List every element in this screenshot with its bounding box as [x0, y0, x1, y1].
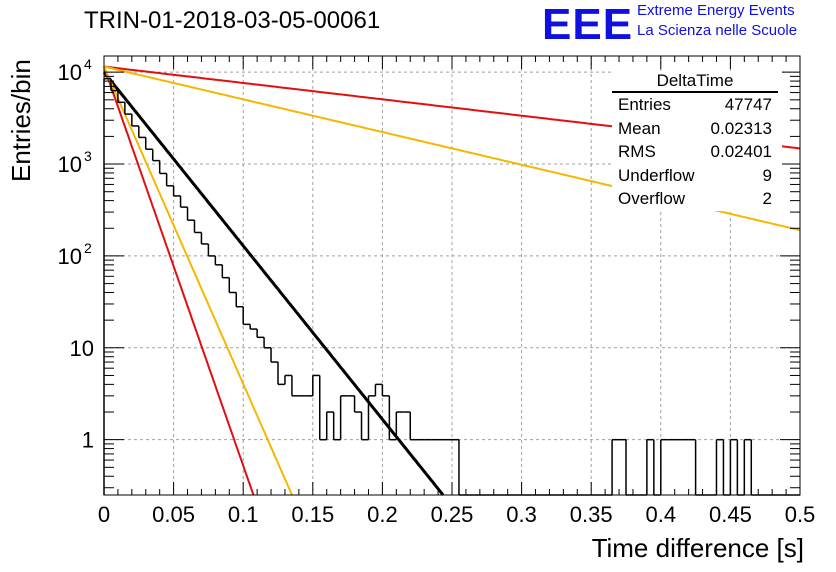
stats-label: Overflow: [618, 189, 686, 208]
chart-title: TRIN-01-2018-03-05-00061: [84, 7, 381, 34]
x-tick-label: 0.25: [431, 502, 474, 527]
x-tick-label: 0.4: [646, 502, 677, 527]
stats-value: 9: [762, 165, 772, 185]
y-tick-exponent: 3: [84, 148, 92, 164]
y-tick-label: 10: [58, 60, 82, 85]
x-tick-label: 0.35: [570, 502, 613, 527]
x-tick-label: 0: [98, 502, 110, 527]
red-exp-line: [103, 66, 255, 496]
stats-value: 2: [762, 189, 772, 208]
x-tick-label: 0.3: [506, 502, 537, 527]
stats-label: Underflow: [618, 165, 695, 185]
y-tick-label: 10: [70, 336, 94, 361]
y-tick-label: 1: [82, 428, 94, 453]
stats-label: Mean: [618, 118, 661, 138]
stats-value: 0.02401: [710, 142, 772, 161]
axes: 0 0.05 0.1 0.15 0.2 0.25 0.3 0.35 0.4 0.45 0.5 1 10 1…: [58, 56, 816, 527]
stats-name: DeltaTime: [612, 71, 778, 93]
stats-value: 0.02313: [710, 118, 772, 138]
x-tick-label: 0.5: [785, 502, 816, 527]
eee-logo: EEE: [542, 0, 634, 49]
y-axis-label: Entries/bin: [6, 59, 36, 182]
logo-line-2: La Scienza nelle Scuole: [637, 22, 798, 39]
x-tick-label: 0.15: [291, 502, 334, 527]
stats-row: Entries 47747: [612, 93, 782, 117]
y-tick-label: 10: [58, 244, 82, 269]
stats-row: RMS 0.02401: [612, 140, 782, 164]
stats-box: DeltaTime Entries 47747 Mean 0.02313 RMS 0.02…: [612, 71, 782, 211]
x-tick-label: 0.2: [367, 502, 398, 527]
stats-row: Underflow 9: [612, 164, 782, 188]
logo-line-1: Extreme Energy Events: [637, 2, 795, 19]
stats-value: 47747: [724, 95, 772, 114]
y-tick-exponent: 4: [84, 56, 92, 72]
x-tick-label: 0.1: [228, 502, 259, 527]
x-tick-label: 0.45: [709, 502, 752, 527]
y-tick-exponent: 2: [84, 240, 92, 256]
stats-row: Mean 0.02313: [612, 117, 782, 141]
y-tick-label: 10: [58, 152, 82, 177]
stats-label: Entries: [618, 95, 671, 114]
black-exp-line: [102, 71, 445, 496]
stats-row: Overflow 2: [612, 187, 782, 211]
stats-label: RMS: [618, 142, 656, 161]
orange-exp-line: [103, 66, 293, 496]
x-tick-label: 0.05: [152, 502, 195, 527]
x-axis-label: Time difference [s]: [591, 533, 804, 563]
